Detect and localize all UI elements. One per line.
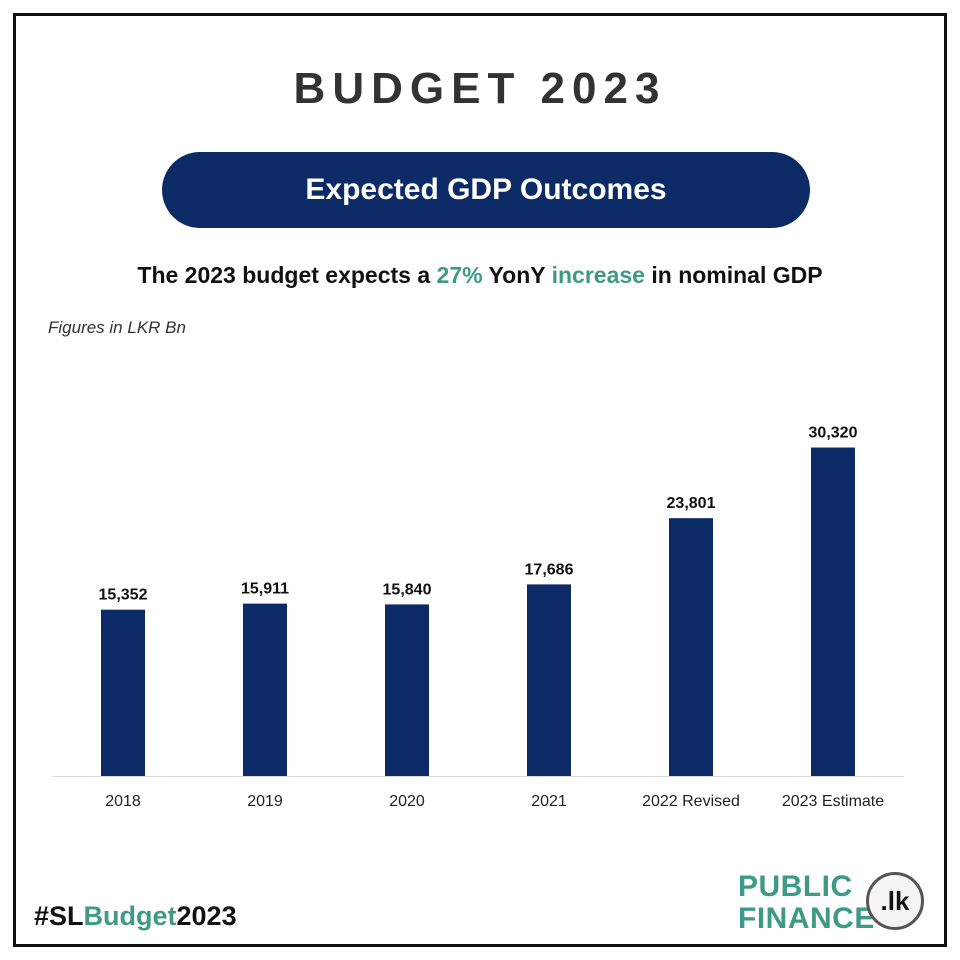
x-tick-label: 2019 xyxy=(247,793,283,810)
subtitle-increase: increase xyxy=(551,262,645,288)
bar-2018 xyxy=(101,609,145,776)
x-tick-label: 2021 xyxy=(531,793,567,810)
subtitle-part1: The 2023 budget expects a xyxy=(137,262,437,288)
hashtag-suffix: 2023 xyxy=(176,901,237,931)
hashtag: #SLBudget2023 xyxy=(34,901,237,932)
data-label: 23,801 xyxy=(667,495,716,512)
data-label: 30,320 xyxy=(809,425,858,442)
bar-2019 xyxy=(243,603,287,776)
logo-line1: PUBLIC xyxy=(738,870,853,903)
x-tick-label: 2018 xyxy=(105,793,141,810)
x-tick-label: 2020 xyxy=(389,793,425,810)
units-note: Figures in LKR Bn xyxy=(48,318,186,337)
bar-2022-revised xyxy=(669,518,713,776)
section-banner-label: Expected GDP Outcomes xyxy=(305,173,667,206)
subtitle-percent: 27% xyxy=(436,262,483,288)
logo-line2: FINANCE xyxy=(738,902,875,935)
bar-2020 xyxy=(385,604,429,776)
page-title: BUDGET 2023 xyxy=(293,64,667,113)
bar-2021 xyxy=(527,584,571,776)
section-banner: Expected GDP Outcomes xyxy=(162,152,810,228)
infographic-frame: BUDGET 2023 Expected GDP Outcomes The 20… xyxy=(13,13,947,947)
data-label: 15,840 xyxy=(383,581,432,598)
gdp-bar-chart: 15,352 2018 15,911 2019 15,840 2020 17,686 2021… xyxy=(52,425,904,810)
data-label: 17,686 xyxy=(525,561,574,578)
data-label: 15,352 xyxy=(99,587,148,604)
subtitle-part3: in nominal GDP xyxy=(644,262,823,288)
chart-subtitle: The 2023 budget expects a 27% YonY incre… xyxy=(16,262,944,289)
data-label: 15,911 xyxy=(241,581,289,598)
hashtag-prefix: #SL xyxy=(34,901,84,931)
logo-seal: .lk xyxy=(866,872,924,930)
x-tick-label: 2022 Revised xyxy=(642,793,740,810)
x-tick-label: 2023 Estimate xyxy=(782,793,884,810)
bar-2023-estimate xyxy=(811,447,855,776)
public-finance-logo: PUBLIC FINANCE .lk xyxy=(738,868,938,938)
subtitle-part2: YonY xyxy=(482,262,552,288)
hashtag-accent: Budget xyxy=(83,901,177,931)
